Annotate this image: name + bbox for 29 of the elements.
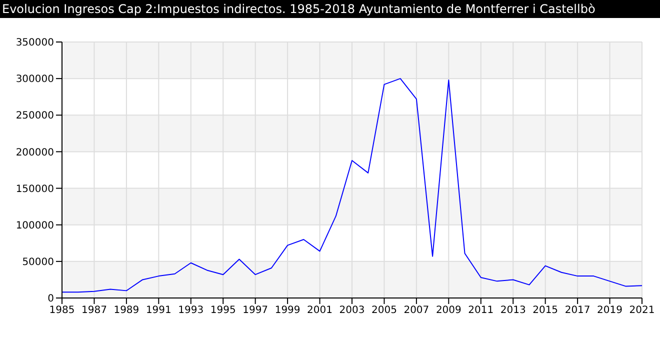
x-tick-label: 2019 (597, 305, 623, 316)
x-tick-label: 2021 (629, 305, 655, 316)
x-tick-label: 1995 (210, 305, 236, 316)
x-tick-label: 2017 (564, 305, 590, 316)
y-tick-label: 200000 (16, 147, 54, 158)
y-tick-label: 50000 (22, 256, 54, 268)
x-tick-label: 2001 (307, 305, 333, 316)
line-series (62, 78, 642, 293)
x-tick-label: 2005 (371, 305, 397, 316)
x-tick-label: 2011 (468, 305, 494, 316)
x-tick-label: 1987 (81, 305, 107, 316)
x-tick-label: 1997 (242, 305, 268, 316)
x-tick-label: 2003 (339, 305, 365, 316)
x-tick-label: 2007 (404, 305, 430, 316)
x-tick-label: 2015 (532, 305, 558, 316)
y-tick-label: 350000 (16, 38, 54, 49)
x-tick-label: 1985 (49, 305, 75, 316)
chart-title: Evolucion Ingresos Cap 2:Impuestos indirectos. 1985-2018 Ayuntamiento de Montferrer i Castellbò (0, 0, 660, 18)
y-tick-label: 300000 (16, 74, 54, 86)
x-tick-label: 1999 (274, 305, 300, 316)
x-tick-label: 2009 (436, 305, 462, 316)
y-tick-label: 0 (48, 294, 54, 305)
y-tick-label: 150000 (16, 184, 54, 195)
x-tick-label: 1991 (146, 305, 172, 316)
x-tick-label: 1993 (178, 305, 204, 316)
x-tick-label: 2013 (500, 305, 526, 316)
y-tick-label: 250000 (16, 110, 54, 122)
y-tick-label: 100000 (16, 220, 54, 232)
x-tick-label: 1989 (114, 305, 140, 316)
